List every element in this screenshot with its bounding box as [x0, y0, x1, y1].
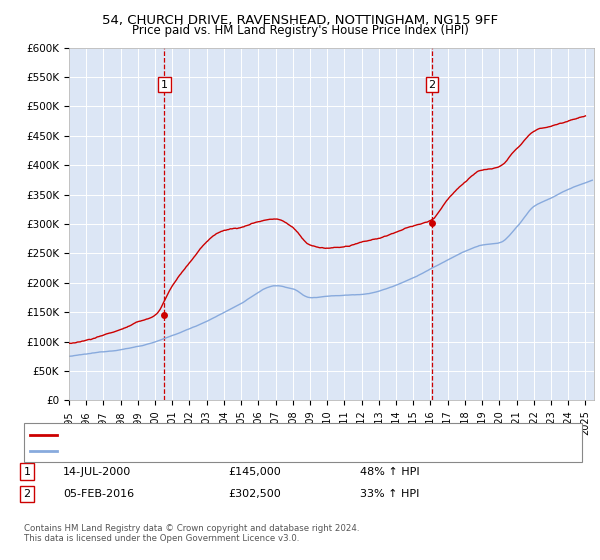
Text: 33% ↑ HPI: 33% ↑ HPI [360, 489, 419, 499]
Text: HPI: Average price, detached house, Gedling: HPI: Average price, detached house, Gedl… [63, 446, 281, 456]
Text: £302,500: £302,500 [228, 489, 281, 499]
Text: 54, CHURCH DRIVE, RAVENSHEAD, NOTTINGHAM, NG15 9FF (detached house): 54, CHURCH DRIVE, RAVENSHEAD, NOTTINGHAM… [63, 430, 446, 440]
Text: 2: 2 [23, 489, 31, 499]
Text: Price paid vs. HM Land Registry's House Price Index (HPI): Price paid vs. HM Land Registry's House … [131, 24, 469, 37]
Text: £145,000: £145,000 [228, 466, 281, 477]
Text: 1: 1 [161, 80, 168, 90]
Text: 2: 2 [428, 80, 436, 90]
Text: 48% ↑ HPI: 48% ↑ HPI [360, 466, 419, 477]
Text: 05-FEB-2016: 05-FEB-2016 [63, 489, 134, 499]
Text: 14-JUL-2000: 14-JUL-2000 [63, 466, 131, 477]
Text: 1: 1 [23, 466, 31, 477]
Text: 54, CHURCH DRIVE, RAVENSHEAD, NOTTINGHAM, NG15 9FF: 54, CHURCH DRIVE, RAVENSHEAD, NOTTINGHAM… [102, 14, 498, 27]
Text: Contains HM Land Registry data © Crown copyright and database right 2024.
This d: Contains HM Land Registry data © Crown c… [24, 524, 359, 543]
